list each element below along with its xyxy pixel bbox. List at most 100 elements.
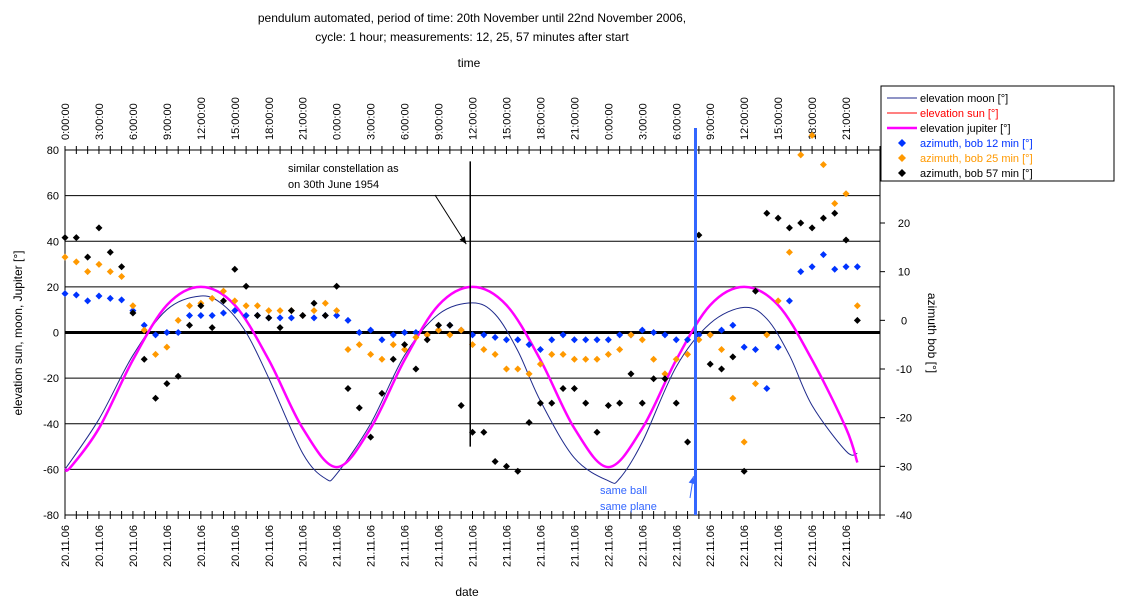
series-azimuth-bob-57-min-point xyxy=(491,457,499,465)
series-azimuth-bob-12-min-point xyxy=(650,329,658,336)
series-azimuth-bob-57-min-point xyxy=(525,419,533,427)
series-azimuth-bob-57-min-point xyxy=(661,375,669,383)
series-azimuth-bob-25-min-point xyxy=(457,326,465,334)
series-azimuth-bob-12-min-point xyxy=(785,297,793,305)
series-azimuth-bob-12-min-point xyxy=(231,307,239,315)
series-azimuth-bob-25-min-point xyxy=(253,302,261,310)
series-azimuth-bob-25-min-point xyxy=(84,268,92,276)
series-azimuth-bob-25-min-point xyxy=(774,297,782,305)
bottom-date-label: 22.11.06 xyxy=(705,525,717,567)
series-azimuth-bob-12-min-point xyxy=(695,331,703,339)
series-azimuth-bob-57-min-point xyxy=(423,336,431,344)
series-azimuth-bob-12-min-point xyxy=(152,331,160,339)
top-time-label: 12:00:00 xyxy=(739,97,751,140)
series-azimuth-bob-57-min-point xyxy=(333,282,341,290)
y-tick-label: -60 xyxy=(43,464,59,476)
series-azimuth-bob-57-min-point xyxy=(785,224,793,232)
series-azimuth-bob-25-min-point xyxy=(808,131,816,139)
top-time-label: 3:00:00 xyxy=(366,103,378,140)
series-azimuth-bob-12-min-point xyxy=(616,331,624,339)
series-azimuth-bob-57-min-point xyxy=(819,214,827,222)
top-time-label: 15:00:00 xyxy=(773,97,785,140)
series-azimuth-bob-57-min-point xyxy=(219,297,227,305)
series-azimuth-bob-12-min-point xyxy=(401,329,409,336)
series-azimuth-bob-57-min-point xyxy=(582,399,590,407)
legend-elevation-moon-label: elevation moon [°] xyxy=(920,93,1008,105)
series-azimuth-bob-25-min-point xyxy=(650,355,658,363)
legend-elevation-jupiter-label: elevation jupiter [°] xyxy=(920,123,1011,135)
series-azimuth-bob-25-min-point xyxy=(61,253,69,261)
series-azimuth-bob-57-min-point xyxy=(480,428,488,436)
series-azimuth-bob-57-min-point xyxy=(548,399,556,407)
series-azimuth-bob-25-min-point xyxy=(740,438,748,446)
series-elevation-jupiter-line xyxy=(64,285,859,472)
series-azimuth-bob-57-min-point xyxy=(287,307,295,315)
y-tick-label: 60 xyxy=(47,191,59,203)
annotations: similar constellation as on 30th June 195… xyxy=(288,128,697,515)
series-azimuth-bob-12-min-point xyxy=(570,336,578,344)
series-azimuth-bob-12-min-point xyxy=(604,336,612,344)
series-azimuth-bob-57-min-point xyxy=(831,209,839,217)
series-azimuth-bob-12-min-point xyxy=(525,341,533,349)
series-azimuth-bob-57-min-point xyxy=(514,467,522,475)
series-azimuth-bob-12-min-point xyxy=(72,291,80,299)
series-azimuth-bob-25-min-point xyxy=(186,302,194,310)
series-azimuth-bob-57-min-point xyxy=(718,365,726,373)
y2-tick-label: 10 xyxy=(898,267,910,279)
series-azimuth-bob-25-min-point xyxy=(559,350,567,358)
series-azimuth-bob-12-min-point xyxy=(174,329,182,336)
series-azimuth-bob-25-min-point xyxy=(435,326,443,334)
series-azimuth-bob-12-min-point xyxy=(480,331,488,339)
bottom-date-label: 21.11.06 xyxy=(366,525,378,567)
annotation-text: similar constellation as xyxy=(288,163,399,175)
y-tick-label: 80 xyxy=(47,145,59,157)
bottom-date-label: 22.11.06 xyxy=(773,525,785,567)
series-azimuth-bob-57-min-point xyxy=(140,355,148,363)
series-azimuth-bob-25-min-point xyxy=(321,299,329,307)
series-azimuth-bob-25-min-point xyxy=(446,331,454,339)
series-azimuth-bob-57-min-point xyxy=(502,462,510,470)
series-azimuth-bob-12-min-point xyxy=(491,333,499,341)
series-azimuth-bob-12-min-point xyxy=(808,263,816,271)
series-azimuth-bob-57-min-point xyxy=(231,265,239,273)
bottom-date-label: 20.11.06 xyxy=(196,525,208,567)
series-azimuth-bob-57-min-point xyxy=(842,236,850,244)
series-azimuth-bob-25-min-point xyxy=(276,307,284,315)
top-time-label: 0:00:00 xyxy=(60,103,72,140)
series-azimuth-bob-57-min-point xyxy=(208,324,216,332)
series-azimuth-bob-25-min-point xyxy=(785,248,793,256)
series-azimuth-bob-25-min-point xyxy=(231,297,239,305)
top-time-label: 9:00:00 xyxy=(162,103,174,140)
series-azimuth-bob-57-min-point xyxy=(684,438,692,446)
series-elevation-moon-line xyxy=(64,295,858,484)
series-azimuth-bob-12-min-point xyxy=(197,311,205,319)
series-azimuth-bob-57-min-point xyxy=(378,389,386,397)
series-azimuth-bob-25-min-point xyxy=(616,346,624,354)
series-azimuth-bob-57-min-point xyxy=(61,234,69,242)
series-azimuth-bob-25-min-point xyxy=(797,151,805,159)
series xyxy=(61,131,861,484)
series-azimuth-bob-57-min-point xyxy=(129,309,137,317)
bottom-date-label: 21.11.06 xyxy=(535,525,547,567)
series-azimuth-bob-25-min-point xyxy=(333,307,341,315)
bottom-date-label: 22.11.06 xyxy=(637,525,649,567)
series-azimuth-bob-25-min-point xyxy=(751,380,759,388)
legend-azimuth-bob-25-min-label: azimuth, bob 25 min [°] xyxy=(920,153,1033,165)
top-time-label: 6:00:00 xyxy=(128,103,140,140)
series-azimuth-bob-57-min-point xyxy=(389,355,397,363)
top-time-label: 21:00:00 xyxy=(569,97,581,140)
series-azimuth-bob-57-min-point xyxy=(446,321,454,329)
series-azimuth-bob-12-min-point xyxy=(276,314,284,322)
series-azimuth-bob-12-min-point xyxy=(355,329,363,336)
series-azimuth-bob-12-min-point xyxy=(61,290,69,298)
series-azimuth-bob-12-min-point xyxy=(672,336,680,344)
series-azimuth-bob-25-min-point xyxy=(344,346,352,354)
series-azimuth-bob-25-min-point xyxy=(706,331,714,339)
top-time-label: 15:00:00 xyxy=(501,97,513,140)
series-azimuth-bob-12-min-point xyxy=(684,336,692,344)
series-azimuth-bob-57-min-point xyxy=(457,402,465,409)
series-azimuth-bob-12-min-point xyxy=(412,329,420,336)
series-azimuth-bob-12-min-point xyxy=(729,321,737,329)
series-azimuth-bob-57-min-point xyxy=(95,224,103,232)
bottom-date-label: 20.11.06 xyxy=(230,525,242,567)
